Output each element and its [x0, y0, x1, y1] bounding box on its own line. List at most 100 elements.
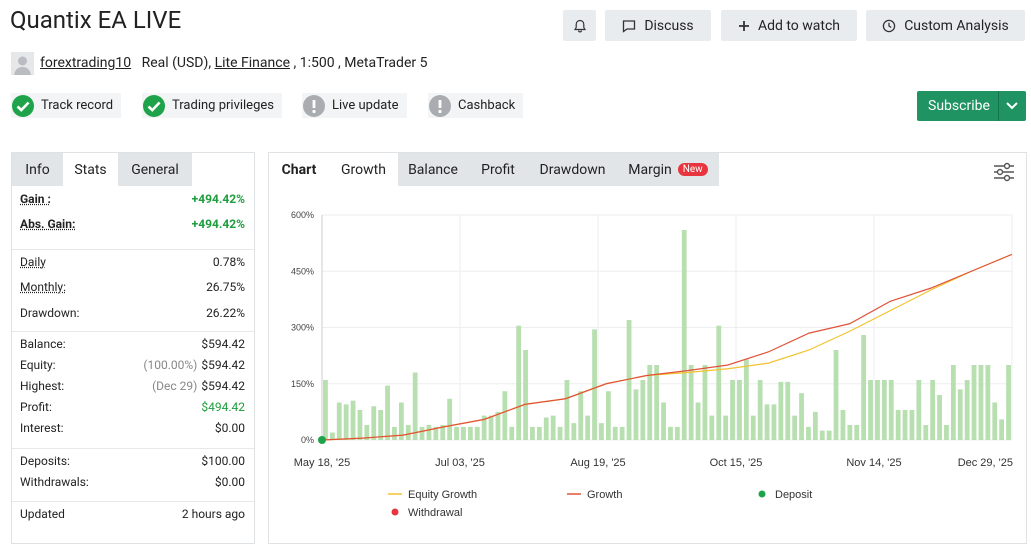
status-badge: Trading privileges: [142, 93, 282, 118]
bar: [481, 415, 487, 440]
user-link[interactable]: forextrading10: [40, 55, 132, 71]
stat-value: 26.22%: [206, 306, 245, 320]
badge-label: Live update: [332, 98, 399, 113]
x-tick-label: Oct 15, '25: [710, 457, 763, 469]
stat-row: Monthly: 26.75%: [20, 280, 245, 294]
bar: [440, 425, 446, 440]
bar: [875, 380, 880, 440]
x-tick-label: Dec 29, '25: [958, 457, 1013, 469]
bar: [964, 380, 970, 440]
legend-label: Deposit: [775, 489, 812, 501]
chart-tab-label: Drawdown: [539, 161, 606, 178]
bar: [433, 426, 439, 440]
bar: [647, 365, 653, 440]
bar: [412, 372, 418, 440]
stat-row: Equity: (100.00%) $594.42: [20, 358, 245, 372]
bar: [633, 389, 639, 440]
bar: [723, 415, 729, 440]
stat-label: Abs. Gain:: [20, 217, 76, 231]
chart-tab-label: Profit: [481, 161, 515, 178]
legend-label: Growth: [587, 489, 622, 501]
bar: [571, 423, 577, 440]
y-tick-label: 450%: [291, 266, 314, 276]
chart-tab-label: Margin: [628, 161, 672, 178]
stat-value: $594.42: [201, 358, 245, 372]
stats-tab[interactable]: Info: [12, 153, 63, 186]
bar: [557, 426, 563, 440]
subscribe-label: Subscribe: [928, 98, 990, 114]
subscribe-button[interactable]: Subscribe: [917, 91, 1026, 121]
chart-tab[interactable]: Drawdown: [528, 153, 617, 186]
discuss-button[interactable]: Discuss: [605, 10, 711, 41]
stat-row: Interest: $0.00: [20, 421, 245, 435]
stat-label: Equity:: [20, 358, 56, 372]
stat-value-wrap: 26.22%: [206, 306, 245, 320]
legend-label: Equity Growth: [408, 489, 477, 501]
analysis-button[interactable]: Custom Analysis: [866, 10, 1025, 41]
x-tick-label: Aug 19, '25: [570, 457, 625, 469]
bar: [467, 426, 473, 440]
chart-tab[interactable]: Margin New: [617, 153, 719, 186]
avatar-icon: [14, 56, 31, 75]
separator: [12, 448, 254, 449]
stat-value-wrap: 0.78%: [213, 255, 245, 269]
stat-label: Deposits:: [20, 454, 70, 468]
bar: [806, 426, 811, 440]
stat-row: Updated 2 hours ago: [20, 507, 245, 521]
bar: [695, 402, 701, 440]
bar: [881, 380, 887, 440]
bar: [536, 426, 542, 440]
badge-label: Track record: [41, 98, 114, 113]
bar: [750, 415, 756, 440]
stat-label: Updated: [20, 507, 65, 521]
y-tick-label: 600%: [291, 210, 314, 220]
stat-label: Withdrawals:: [20, 475, 89, 489]
badge-label: Trading privileges: [172, 98, 274, 113]
alert-icon: [429, 94, 451, 117]
stat-value: $594.42: [201, 379, 245, 393]
stat-value: +494.42%: [191, 217, 245, 231]
divider: [998, 91, 999, 121]
chart-tab[interactable]: Balance: [398, 153, 468, 186]
chart-tab[interactable]: Growth: [329, 153, 398, 186]
bar: [812, 411, 818, 440]
stat-row: Balance: $594.42: [20, 337, 245, 351]
bar: [405, 425, 411, 440]
bar: [364, 425, 370, 440]
bar: [371, 406, 377, 440]
bar: [861, 335, 867, 440]
stat-value: +494.42%: [191, 192, 245, 206]
chart-tab[interactable]: Profit: [468, 153, 528, 186]
bar: [757, 380, 763, 440]
check-icon: [12, 94, 34, 117]
bar: [778, 381, 784, 440]
bar: [378, 410, 384, 440]
stats-tab[interactable]: Stats: [63, 153, 118, 186]
bar: [985, 365, 991, 440]
button-label: Custom Analysis: [904, 17, 1009, 34]
bar: [592, 329, 597, 440]
stat-row: Abs. Gain: +494.42%: [20, 217, 245, 231]
bar: [578, 391, 584, 440]
stat-value-wrap: $100.00: [201, 454, 245, 468]
bar: [888, 380, 894, 440]
watch-button[interactable]: Add to watch: [721, 10, 857, 41]
bar: [854, 425, 860, 440]
bar: [668, 426, 673, 440]
bar: [999, 419, 1005, 440]
bar: [550, 415, 556, 440]
bar: [488, 415, 494, 440]
x-tick-label: Jul 03, '25: [435, 457, 485, 469]
bar: [385, 385, 390, 440]
stat-label: Drawdown:: [20, 306, 80, 320]
notify-button[interactable]: [563, 10, 596, 41]
stat-value-wrap: +494.42%: [192, 217, 245, 231]
stats-tab[interactable]: General: [118, 153, 192, 186]
status-badge: Cashback: [428, 93, 524, 118]
bar: [792, 415, 798, 440]
broker-link[interactable]: Lite Finance: [214, 55, 290, 71]
page: Quantix EA LIVE Discuss Add to watch Cus…: [10, 6, 1027, 544]
bar: [930, 380, 936, 440]
stat-label: Highest:: [20, 379, 65, 393]
settings-icon[interactable]: [993, 162, 1015, 182]
